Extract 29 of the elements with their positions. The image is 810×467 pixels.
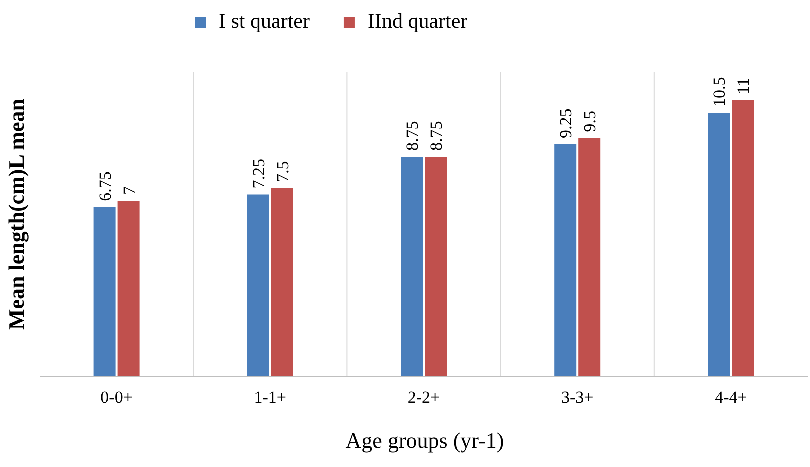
data-label: 9.25 — [556, 108, 576, 138]
y-axis-title: Mean length(cm)L mean — [4, 99, 29, 330]
data-label: 11 — [734, 78, 754, 94]
x-tick-label: 3-3+ — [561, 388, 594, 408]
data-label: 7.5 — [273, 161, 292, 182]
bar — [118, 201, 140, 377]
x-tick-label: 2-2+ — [408, 388, 440, 408]
data-label: 7 — [120, 186, 139, 196]
x-tick-label: 0-0+ — [100, 388, 133, 408]
legend-label: I st quarter — [219, 9, 310, 33]
x-tick-label: 4-4+ — [715, 388, 748, 408]
data-label: 8.75 — [403, 121, 422, 152]
bar — [425, 157, 447, 377]
bar — [578, 138, 601, 377]
x-tick-label: 1-1+ — [254, 388, 287, 408]
data-label: 9.5 — [580, 110, 600, 132]
x-axis-title: Age groups (yr-1) — [346, 428, 504, 453]
data-label: 7.25 — [249, 159, 268, 189]
data-label: 6.75 — [96, 172, 115, 202]
legend-label: IInd quarter — [368, 9, 468, 33]
bar — [554, 144, 577, 377]
bar — [271, 188, 294, 377]
bar — [401, 157, 423, 377]
bar — [708, 113, 730, 377]
bar — [247, 194, 270, 377]
data-label: 8.75 — [427, 121, 446, 152]
data-label: 10.5 — [710, 77, 730, 108]
bar — [732, 100, 754, 377]
bar — [94, 207, 116, 377]
